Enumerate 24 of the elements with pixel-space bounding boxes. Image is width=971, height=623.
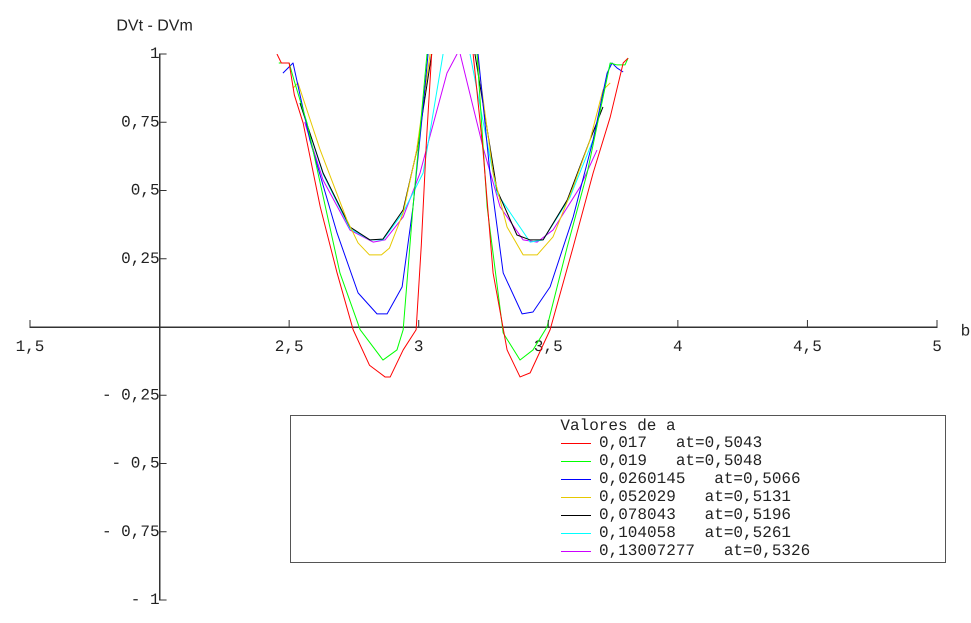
y-tick-label: - 1 (130, 591, 160, 610)
legend-title: Valores de a (559, 417, 677, 435)
y-axis-title: DVt - DVm (116, 17, 193, 34)
x-tick-label: 4,5 (793, 338, 822, 356)
legend-label: 0,13007277 at=0,5326 (599, 542, 810, 560)
y-tick-label: - 0,25 (102, 386, 160, 404)
legend-label: 0,019 at=0,5048 (599, 452, 762, 470)
legend-label: 0,052029 at=0,5131 (599, 488, 792, 506)
x-tick-label: 3 (414, 338, 424, 356)
x-tick-label: 1,5 (16, 338, 44, 356)
y-tick-label: 0,75 (121, 113, 160, 132)
legend-label: 0,078043 at=0,5196 (599, 506, 792, 524)
x-tick-label: 2,5 (274, 338, 304, 356)
legend-label: 0,0260145 at=0,5066 (599, 470, 801, 488)
x-tick-label: 5 (932, 338, 942, 356)
y-tick-label: 0,5 (130, 182, 160, 200)
y-tick-label: - 0,75 (102, 522, 160, 541)
x-axis-title: b (961, 322, 970, 340)
y-tick-label: 1 (150, 45, 160, 64)
x-tick-label: 4 (673, 338, 683, 356)
y-tick-label: 0,25 (121, 250, 160, 268)
legend-label: 0,104058 at=0,5261 (599, 524, 792, 542)
legend-label: 0,017 at=0,5043 (599, 434, 762, 452)
y-tick-label: - 0,5 (112, 454, 160, 473)
